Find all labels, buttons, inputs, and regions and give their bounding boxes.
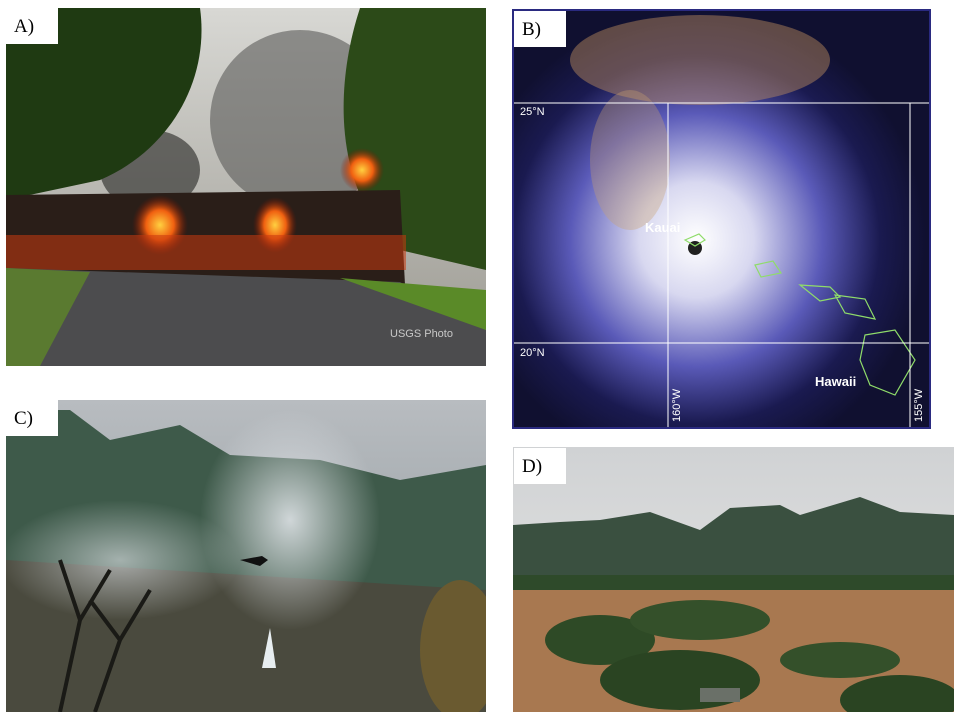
flame <box>340 148 384 192</box>
panel-a-photo: USGS Photo <box>6 8 486 366</box>
panel-c-photo <box>0 400 500 712</box>
photo-credit: USGS Photo <box>390 328 453 340</box>
longitude-label: 155°W <box>913 388 925 422</box>
panel-d-photo <box>513 447 954 712</box>
cloud-band <box>590 90 670 230</box>
smoke <box>0 500 240 620</box>
figure: USGS Photo A) 25°N 20°N 160°W 155°W Kaua… <box>0 0 954 712</box>
lava-glow <box>6 235 406 270</box>
latitude-label: 25°N <box>520 106 545 118</box>
latitude-label: 20°N <box>520 347 545 359</box>
cloud-band <box>570 15 830 105</box>
page: Hawaii hazards figure {"panels":[ {"labe… <box>0 0 954 712</box>
place-label: Hawaii <box>815 374 856 389</box>
panel-label: D) <box>522 456 542 477</box>
building <box>700 688 740 702</box>
panel-b-satellite: 25°N 20°N 160°W 155°W Kauai Hawaii <box>513 10 930 428</box>
tree-clump <box>630 600 770 640</box>
panel-label: A) <box>14 16 34 37</box>
longitude-label: 160°W <box>671 388 683 422</box>
panel-label: B) <box>522 19 541 40</box>
body: USGS Photo A) 25°N 20°N 160°W 155°W Kaua… <box>0 0 954 712</box>
place-label: Kauai <box>645 220 680 235</box>
smoke <box>200 410 380 630</box>
panel-label: C) <box>14 408 33 429</box>
tree-clump <box>780 642 900 678</box>
